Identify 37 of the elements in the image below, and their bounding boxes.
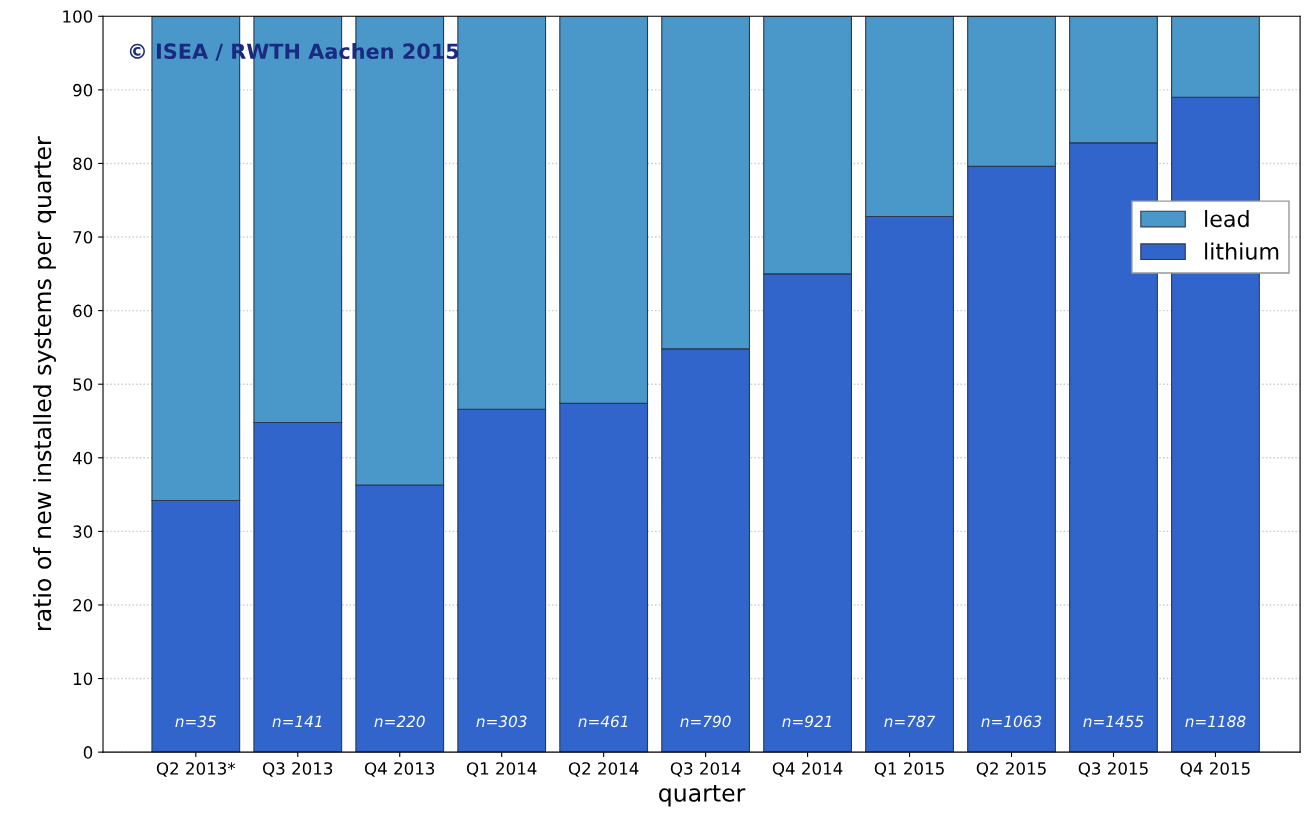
annotation: n=35 [175,715,216,728]
annotation: n=141 [272,715,322,727]
y-tick-label: 10 [73,672,93,686]
x-tick-label: Q2 2015 [976,762,1046,777]
y-tick-label: 70 [73,231,93,244]
annotation: n=787 [884,715,936,728]
y-tick-label: 20 [73,598,93,612]
y-tick-label: 90 [73,83,93,97]
y-tick-label: 60 [73,304,93,318]
y-tick-label: 50 [73,378,93,391]
y-tick-label: 30 [73,525,93,538]
annotation: n=921 [782,715,832,728]
y-axis-title: ratio of new installed systems per quarter [33,136,56,630]
annotation: n=1063 [981,715,1042,728]
annotation: n=790 [680,715,731,728]
y-tick-label: 0 [83,746,93,759]
x-tick-label: Q3 2015 [1078,762,1148,777]
x-tick-label: Q2 2014 [568,762,639,777]
annotation: n=1455 [1083,715,1144,728]
annotation: n=1188 [1185,715,1246,728]
y-tick-label: 40 [72,451,93,465]
y-tick-label: 100 [63,10,93,23]
annotation: n=461 [578,715,628,728]
annotation: n=220 [374,715,425,728]
x-tick-label: Q4 2015 [1180,762,1250,777]
x-tick-label: Q3 2013 [262,762,333,777]
x-tick-label: Q4 2014 [772,762,843,777]
x-tick-label: Q2 2013* [156,762,236,777]
y-tick-label: 80 [73,157,93,171]
x-tick-label: Q1 2014 [466,762,537,777]
legend-label: lithium [1205,242,1279,260]
x-axis-title: quarter [659,784,746,807]
x-tick-label: Q4 2013 [364,762,435,777]
x-tick-label: Q3 2014 [670,762,741,777]
legend-label: lead [1205,209,1249,228]
x-tick-label: Q1 2015 [874,762,944,777]
annotation: n=303 [476,715,527,728]
